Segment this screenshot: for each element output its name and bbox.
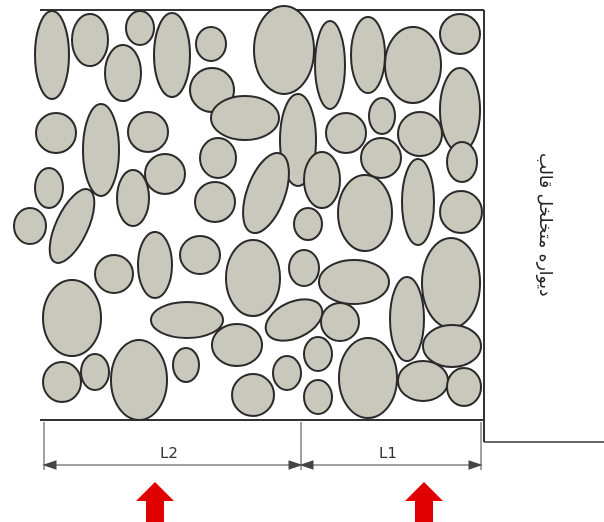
aggregate-particle	[94, 254, 134, 294]
aggregate-particle	[172, 347, 200, 383]
aggregate-particle	[150, 301, 224, 339]
dimension-label-l2: L2	[158, 444, 180, 462]
aggregate-particle	[439, 67, 481, 153]
dimension-label-l1: L1	[377, 444, 399, 462]
aggregate-group	[13, 5, 483, 421]
aggregate-particle	[397, 111, 443, 157]
aggregate-particle	[144, 153, 186, 195]
aggregate-particle	[199, 137, 237, 179]
aggregate-particle	[210, 95, 280, 141]
aggregate-particle	[153, 12, 191, 98]
aggregate-particle	[422, 324, 482, 368]
aggregate-particle	[42, 361, 82, 403]
aggregate-particle	[82, 103, 120, 197]
dimension-lines	[42, 422, 483, 470]
aggregate-particle	[110, 339, 168, 421]
aggregate-particle	[42, 279, 102, 357]
aggregate-particle	[384, 26, 442, 104]
aggregate-particle	[446, 367, 482, 407]
aggregate-particle	[48, 188, 96, 264]
aggregate-particle	[325, 112, 367, 154]
aggregate-particle	[231, 373, 275, 417]
aggregate-particle	[137, 231, 173, 299]
aggregate-particle	[194, 181, 236, 223]
aggregate-particle	[360, 137, 402, 179]
aggregate-particle	[71, 13, 109, 67]
aggregate-particle	[179, 235, 221, 275]
aggregate-particle	[303, 336, 333, 372]
aggregate-particle	[116, 169, 150, 227]
aggregate-particle	[34, 167, 64, 209]
aggregate-particle	[397, 360, 449, 402]
aggregate-particle	[389, 276, 425, 362]
aggregate-particle	[446, 141, 478, 183]
flow-arrow-up-icon	[405, 482, 443, 522]
aggregate-particle	[314, 20, 346, 110]
aggregate-particle	[439, 190, 483, 234]
aggregate-particle	[350, 16, 386, 94]
flow-arrow-up-icon	[136, 482, 174, 522]
aggregate-particle	[272, 355, 302, 391]
aggregate-particle	[35, 112, 77, 154]
aggregate-particle	[318, 259, 390, 305]
aggregate-particle	[253, 5, 315, 95]
aggregate-particle	[368, 97, 396, 135]
aggregate-particle	[264, 298, 324, 342]
aggregate-particle	[104, 44, 142, 102]
aggregate-particle	[401, 158, 435, 246]
aggregate-particle	[34, 10, 70, 100]
aggregate-particle	[125, 10, 155, 46]
aggregate-particle	[211, 323, 263, 367]
aggregate-particle	[303, 151, 341, 209]
aggregate-particle	[337, 174, 393, 252]
aggregate-particle	[303, 379, 333, 415]
aggregate-particle	[421, 237, 481, 329]
aggregate-particle	[439, 13, 481, 55]
aggregate-particle	[127, 111, 169, 153]
aggregate-particle	[320, 302, 360, 342]
aggregate-particle	[288, 249, 320, 287]
aggregate-particle	[13, 207, 47, 245]
aggregate-particle	[80, 353, 110, 391]
aggregate-particle	[225, 239, 281, 317]
aggregate-particle	[293, 207, 323, 241]
formwork-wall-label: دیواره متخلخل قالب	[515, 110, 575, 340]
formwork-wall-label-text: دیواره متخلخل قالب	[535, 153, 555, 297]
aggregate-particle	[338, 337, 398, 419]
aggregate-particle	[195, 26, 227, 62]
aggregate-particle	[242, 152, 290, 234]
